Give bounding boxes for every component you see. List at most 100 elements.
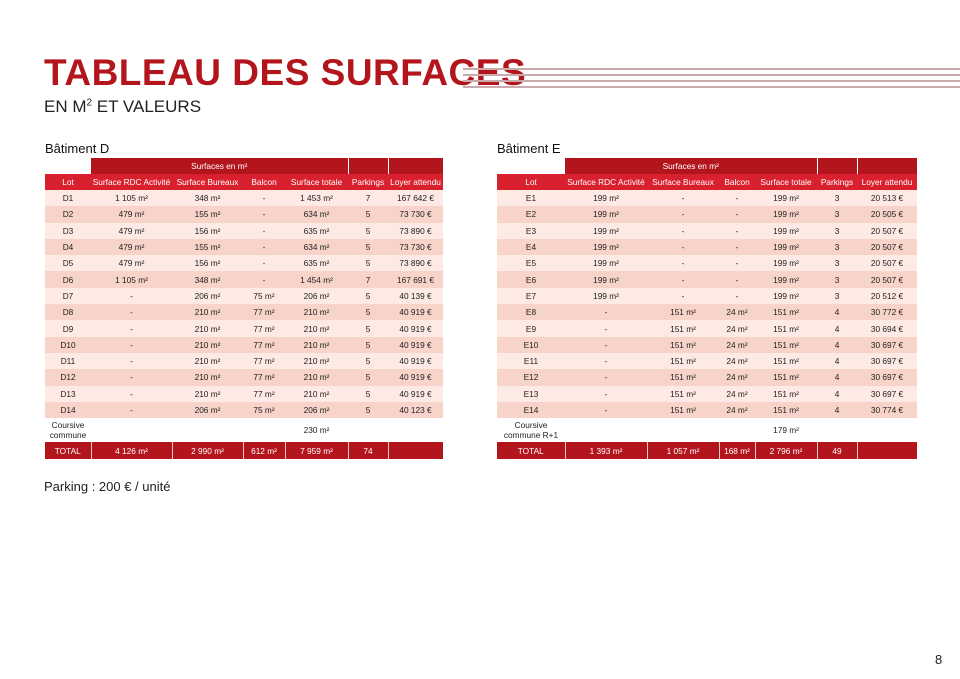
table-cell: - <box>243 190 285 207</box>
subtitle-text: EN M <box>44 97 87 116</box>
column-header: Parkings <box>348 174 389 190</box>
empty-cell <box>647 418 719 443</box>
table-cell: - <box>647 222 719 239</box>
table-cell: 3 <box>817 255 858 272</box>
table-cell: 635 m² <box>285 255 349 272</box>
table-cell: 24 m² <box>719 369 755 386</box>
table-cell: 77 m² <box>243 336 285 353</box>
table-row: D5 479 m² 156 m² -635 m² 5 73 890 € <box>45 255 444 272</box>
table-cell: 151 m² <box>755 352 818 370</box>
total-cell: 612 m² <box>242 442 285 460</box>
table-cell: 210 m² <box>285 304 349 321</box>
table-cell: 210 m² <box>285 385 349 402</box>
page-subtitle: EN M2 ET VALEURS <box>44 97 201 117</box>
table-row: E2 199 m² - -199 m² 3 20 505 € <box>497 206 918 223</box>
table-cell: 151 m² <box>647 304 719 321</box>
table-cell: E5 <box>497 255 565 272</box>
table-cell: 30 772 € <box>857 304 918 321</box>
table-cell: D14 <box>45 401 91 419</box>
table-cell: E9 <box>497 320 565 337</box>
total-cell: 49 <box>816 442 858 460</box>
table-cell: E14 <box>497 401 565 419</box>
table-cell: 73 730 € <box>388 206 444 223</box>
table-cell: 206 m² <box>172 287 243 305</box>
table-row: E7 199 m² - -199 m² 3 20 512 € <box>497 287 918 305</box>
table-cell: E4 <box>497 238 565 256</box>
table-cell: D4 <box>45 238 91 256</box>
table-cell: - <box>719 255 755 272</box>
table-row: E1 199 m² - -199 m² 3 20 513 € <box>497 190 918 207</box>
table-cell: E1 <box>497 190 565 207</box>
table-cell: 199 m² <box>565 238 647 256</box>
coursive-row: Coursive commune 230 m² <box>45 418 444 443</box>
table-cell: 199 m² <box>755 238 818 256</box>
table-cell: 77 m² <box>243 320 285 337</box>
table-cell: 77 m² <box>243 304 285 321</box>
column-header: Surface Bureaux <box>647 174 719 190</box>
table-cell: 5 <box>348 385 389 402</box>
table-row: D12-210 m² 77 m² 210 m² 5 40 919 € <box>45 369 444 386</box>
column-header-row: Lot Surface RDC Activité Surface Bureaux Ba… <box>497 174 918 190</box>
table-cell: - <box>647 206 719 223</box>
table-cell: 7 <box>348 271 389 288</box>
table-cell: 210 m² <box>285 336 349 353</box>
table-cell: 5 <box>348 255 389 272</box>
table-cell: 4 <box>817 401 858 419</box>
table-cell: 210 m² <box>285 369 349 386</box>
table-cell: 151 m² <box>647 320 719 337</box>
table-cell: 75 m² <box>243 287 285 305</box>
table-cell: 199 m² <box>755 271 818 288</box>
table-row: D9-210 m² 77 m² 210 m² 5 40 919 € <box>45 320 444 337</box>
column-header: Parkings <box>817 174 858 190</box>
table-cell: - <box>647 271 719 288</box>
table-cell: - <box>243 255 285 272</box>
table-cell: - <box>647 238 719 256</box>
table-cell: - <box>647 287 719 305</box>
table-cell: 5 <box>348 352 389 370</box>
table-cell: 151 m² <box>647 336 719 353</box>
table-cell: 30 697 € <box>857 352 918 370</box>
table-row: E4 199 m² - -199 m² 3 20 507 € <box>497 238 918 256</box>
empty-cell <box>497 158 565 174</box>
table-row: E6 199 m² - -199 m² 3 20 507 € <box>497 271 918 288</box>
table-cell: E11 <box>497 352 565 370</box>
table-cell: 210 m² <box>172 336 243 353</box>
table-cell: - <box>719 190 755 207</box>
table-cell: 77 m² <box>243 352 285 370</box>
table-cell: 30 697 € <box>857 385 918 402</box>
table-cell: E6 <box>497 271 565 288</box>
table-cell: 77 m² <box>243 369 285 386</box>
table-cell: 73 890 € <box>388 255 444 272</box>
table-cell: 206 m² <box>285 401 349 419</box>
total-row: TOTAL 4 126 m² 2 990 m² 612 m² 7 959 m² 74 <box>45 442 444 460</box>
table-cell: 151 m² <box>647 385 719 402</box>
table-cell: 3 <box>817 238 858 256</box>
building-d-heading: Bâtiment D <box>45 141 110 156</box>
table-cell: D5 <box>45 255 91 272</box>
coursive-row: Coursive commune R+1 179 m² <box>497 418 918 443</box>
table-cell: D13 <box>45 385 91 402</box>
table-cell: 155 m² <box>172 206 243 223</box>
table-cell: 1 105 m² <box>91 271 172 288</box>
table-cell: 479 m² <box>91 222 172 239</box>
table-cell: 40 139 € <box>388 287 444 305</box>
empty-cell <box>817 418 858 443</box>
table-cell: 4 <box>817 304 858 321</box>
table-cell: 5 <box>348 320 389 337</box>
table-cell: 20 507 € <box>857 222 918 239</box>
total-cell <box>387 442 444 460</box>
group-header-parkings <box>347 158 389 174</box>
table-row: E3 199 m² - -199 m² 3 20 507 € <box>497 222 918 239</box>
table-cell: 4 <box>817 336 858 353</box>
table-cell: E13 <box>497 385 565 402</box>
table-cell: 20 507 € <box>857 255 918 272</box>
table-cell: E3 <box>497 222 565 239</box>
table-cell: 479 m² <box>91 255 172 272</box>
table-cell: - <box>243 271 285 288</box>
table-cell: 167 691 € <box>388 271 444 288</box>
table-cell: 151 m² <box>755 401 818 419</box>
table-row: E14-151 m² 24 m² 151 m² 4 30 774 € <box>497 401 918 419</box>
table-cell: 156 m² <box>172 222 243 239</box>
table-cell: 3 <box>817 287 858 305</box>
table-cell: - <box>91 385 172 402</box>
